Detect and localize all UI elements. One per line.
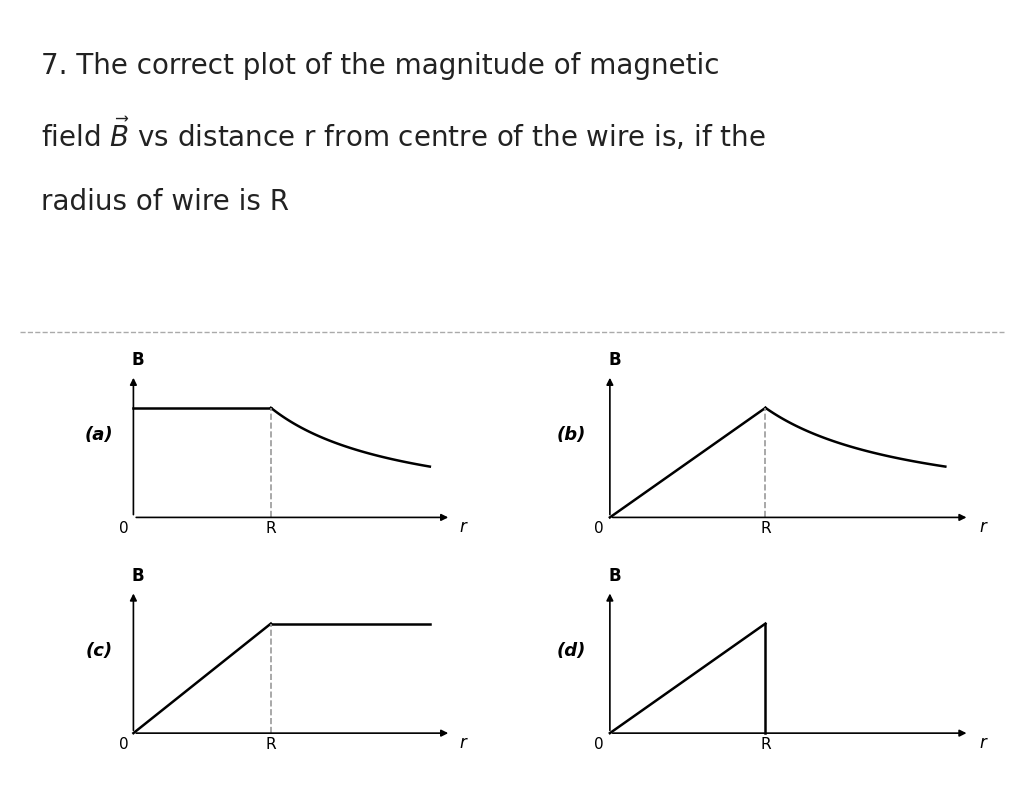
- Text: 0: 0: [594, 737, 604, 752]
- Text: r: r: [460, 519, 467, 536]
- Text: r: r: [980, 519, 986, 536]
- Text: R: R: [265, 521, 276, 536]
- Text: B: B: [131, 352, 143, 369]
- Text: R: R: [265, 737, 276, 752]
- Text: B: B: [608, 567, 621, 585]
- Text: (c): (c): [85, 642, 113, 660]
- Text: 0: 0: [119, 737, 129, 752]
- Text: 0: 0: [594, 521, 604, 536]
- Text: 7. The correct plot of the magnitude of magnetic: 7. The correct plot of the magnitude of …: [41, 52, 720, 80]
- Text: field $\vec{B}$ vs distance r from centre of the wire is, if the: field $\vec{B}$ vs distance r from centr…: [41, 116, 766, 153]
- Text: B: B: [608, 352, 621, 369]
- Text: (a): (a): [85, 426, 114, 444]
- Text: r: r: [460, 734, 467, 752]
- Text: R: R: [760, 737, 771, 752]
- Text: (d): (d): [556, 642, 586, 660]
- Text: R: R: [760, 521, 771, 536]
- Text: (b): (b): [556, 426, 586, 444]
- Text: radius of wire is R: radius of wire is R: [41, 188, 289, 216]
- Text: B: B: [131, 567, 143, 585]
- Text: r: r: [980, 734, 986, 752]
- Text: 0: 0: [119, 521, 129, 536]
